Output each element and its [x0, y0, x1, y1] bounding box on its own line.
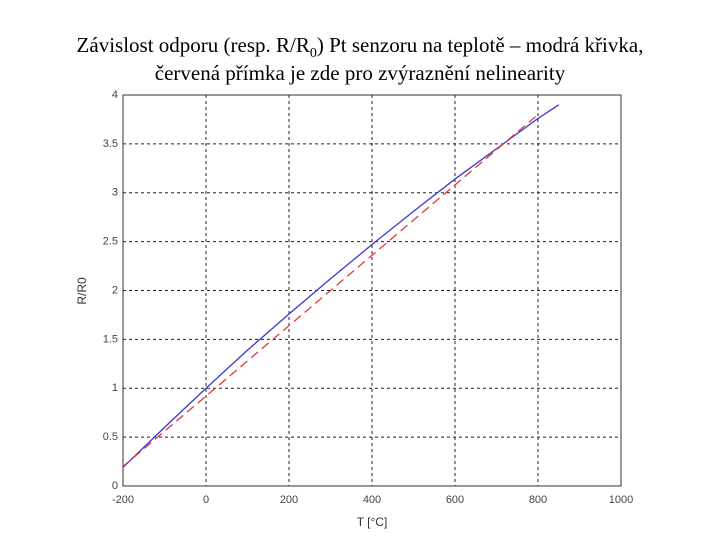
title-subscript: 0 — [310, 46, 317, 61]
x-tick-label: 600 — [446, 494, 464, 506]
data-line — [122, 114, 539, 467]
y-tick-label: 1.5 — [103, 333, 118, 345]
y-tick-label: 4 — [112, 89, 118, 101]
x-tick-label: 400 — [363, 494, 381, 506]
x-tick-label: 200 — [280, 494, 298, 506]
title-part: Závislost odporu (resp. R/R — [77, 33, 310, 57]
x-tick-label: 800 — [529, 494, 547, 506]
x-tick-label: -200 — [112, 494, 134, 506]
title-part: ) Pt senzoru na teplotě – modrá křivka, — [317, 33, 644, 57]
y-tick-label: 2 — [112, 284, 118, 296]
y-tick-label: 3.5 — [103, 138, 118, 150]
y-tick-label: 2.5 — [103, 236, 118, 248]
plot-frame — [122, 94, 622, 487]
x-tick-label: 1000 — [609, 494, 633, 506]
y-axis-label: R/R0 — [75, 277, 89, 305]
y-tick-label: 3 — [112, 187, 118, 199]
chart-title: červená přímka je zde pro zvýraznění nel… — [155, 61, 566, 85]
x-tick-label: 0 — [203, 494, 209, 506]
y-tick-label: 0 — [112, 480, 118, 492]
y-tick-label: 1 — [112, 382, 118, 394]
x-axis-label: T [°C] — [357, 515, 388, 529]
y-tick-label: 0.5 — [103, 431, 118, 443]
chart-title: Závislost odporu (resp. R/R0) Pt senzoru… — [77, 33, 644, 61]
